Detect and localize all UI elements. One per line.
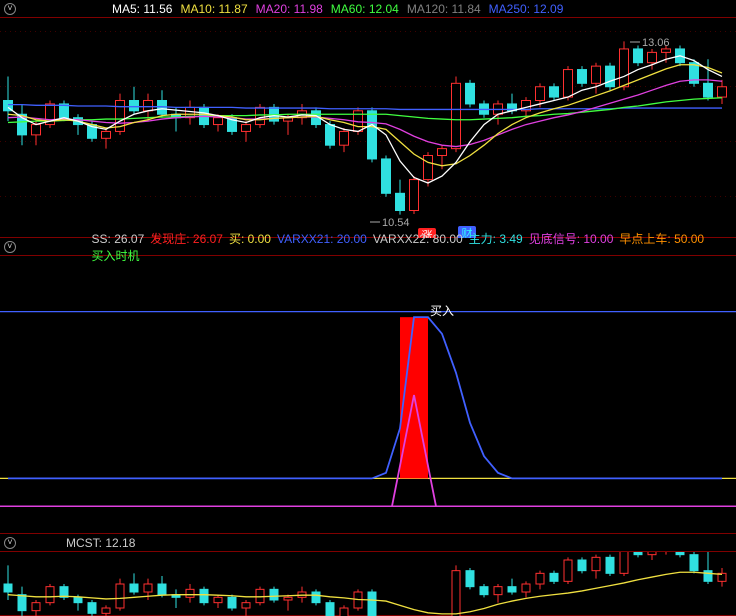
indicator-label: 主力: 3.49 xyxy=(469,232,523,246)
indicator-label: 买入时机 xyxy=(92,249,140,263)
sub2-indicator-labels: MCST: 12.18 xyxy=(66,536,141,550)
ma-label: MA250: 12.09 xyxy=(489,2,564,16)
ma-label: MA120: 11.84 xyxy=(407,2,481,16)
ma-label: MA5: 11.56 xyxy=(112,2,172,16)
ma-label: MA60: 12.04 xyxy=(331,2,399,16)
ma-label: MA10: 11.87 xyxy=(180,2,247,16)
indicator-label: SS: 26.07 xyxy=(92,232,145,246)
indicator-label: VARXX21: 20.00 xyxy=(277,232,367,246)
indicator-panel-2: ˅ MCST MCST: 12.18 xyxy=(0,534,736,616)
svg-text:10.54: 10.54 xyxy=(382,217,410,229)
sub1-indicator-labels: SS: 26.07 发现庄: 26.07 买: 0.00 VARXX21: 20.00… xyxy=(92,230,732,264)
indicator-chart-1[interactable]: 买入 xyxy=(0,256,736,534)
candlestick-chart[interactable]: 13.0610.54涨财 xyxy=(0,18,736,238)
indicator-chart-2[interactable] xyxy=(0,552,736,616)
collapse-icon[interactable]: ˅ xyxy=(4,537,16,549)
svg-text:买入: 买入 xyxy=(430,304,454,318)
indicator-label: MCST: 12.18 xyxy=(66,536,135,550)
main-header: ˅ 神州信息(日线) MA5: 11.56 MA10: 11.87 MA20: 11… xyxy=(0,0,736,18)
svg-text:13.06: 13.06 xyxy=(642,37,670,49)
sub2-title: MCST xyxy=(24,536,58,550)
ma-labels: MA5: 11.56 MA10: 11.87 MA20: 11.98 MA60: 12… xyxy=(112,2,571,16)
indicator-label: VARXX22: 80.00 xyxy=(373,232,463,246)
ma-label: MA20: 11.98 xyxy=(256,2,323,16)
indicator-panel-1: ˅ 庄家底副图 SS: 26.07发现庄: 26.07买: 0.00VARXX2… xyxy=(0,238,736,534)
main-chart-panel: ˅ 神州信息(日线) MA5: 11.56 MA10: 11.87 MA20: 11… xyxy=(0,0,736,238)
indicator-label: 早点上车: 50.00 xyxy=(619,232,704,246)
sub1-header: ˅ 庄家底副图 SS: 26.07发现庄: 26.07买: 0.00VARXX2… xyxy=(0,238,736,256)
main-title: 神州信息(日线) xyxy=(24,0,104,17)
indicator-label: 买: 0.00 xyxy=(229,232,271,246)
sub1-title: 庄家底副图 xyxy=(24,238,84,255)
collapse-icon[interactable]: ˅ xyxy=(4,3,16,15)
indicator-label: 发现庄: 26.07 xyxy=(150,232,223,246)
indicator-label: 见底信号: 10.00 xyxy=(529,232,614,246)
sub2-header: ˅ MCST MCST: 12.18 xyxy=(0,534,736,552)
collapse-icon[interactable]: ˅ xyxy=(4,241,16,253)
